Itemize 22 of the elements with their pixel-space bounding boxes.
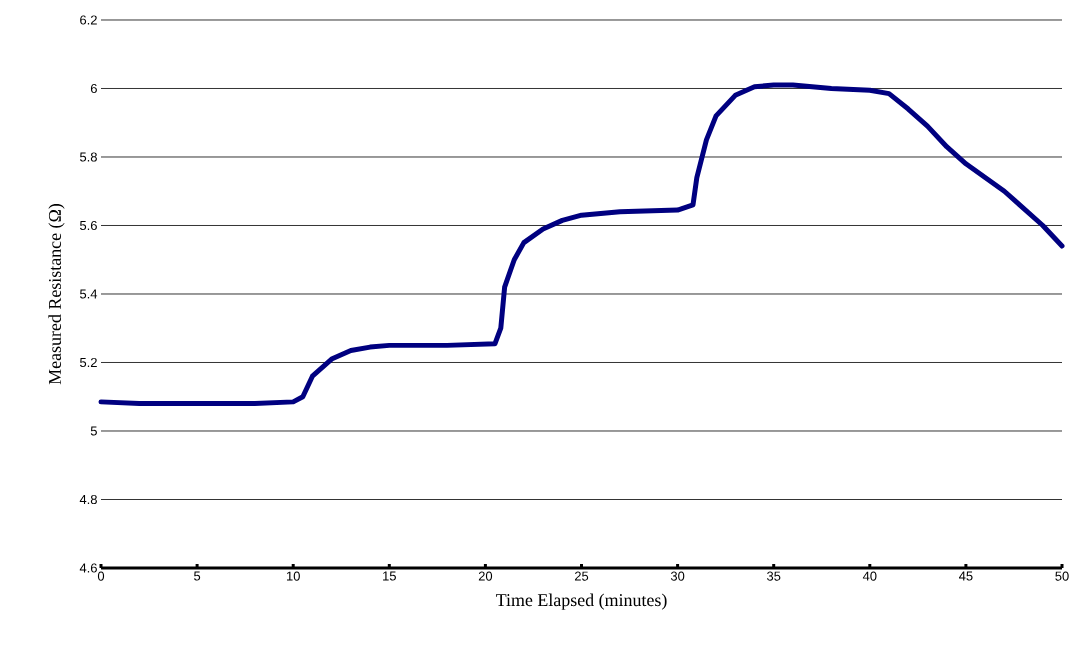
x-tick-label: 35	[767, 571, 781, 581]
y-tick-label: 4.8	[79, 494, 97, 505]
x-tick-label: 45	[959, 571, 973, 581]
y-tick-label: 5.2	[79, 357, 97, 368]
y-axis-title: Measured Resistance (Ω)	[48, 203, 65, 385]
y-tick-label: 5.4	[79, 289, 98, 299]
x-tick-label: 10	[286, 571, 300, 581]
y-tick-label: 4.6	[79, 563, 97, 573]
y-tick-label: 6	[90, 83, 97, 94]
x-tick-label: 50	[1055, 571, 1069, 581]
x-tick-label: 15	[383, 571, 396, 581]
x-tick-label: 30	[670, 571, 685, 581]
x-axis-title: Time Elapsed (minutes)	[495, 593, 667, 610]
x-tick-label: 25	[574, 571, 589, 581]
y-tick-label: 5.6	[79, 220, 97, 231]
x-tick-label: 5	[194, 571, 201, 581]
x-tick-label: 20	[478, 571, 493, 581]
y-tick-label: 5.8	[79, 152, 97, 162]
y-tick-label: 6.2	[80, 15, 97, 25]
x-tick-label: 0	[97, 571, 105, 581]
x-tick-label: 40	[862, 571, 877, 581]
y-tick-label: 5	[90, 426, 97, 436]
